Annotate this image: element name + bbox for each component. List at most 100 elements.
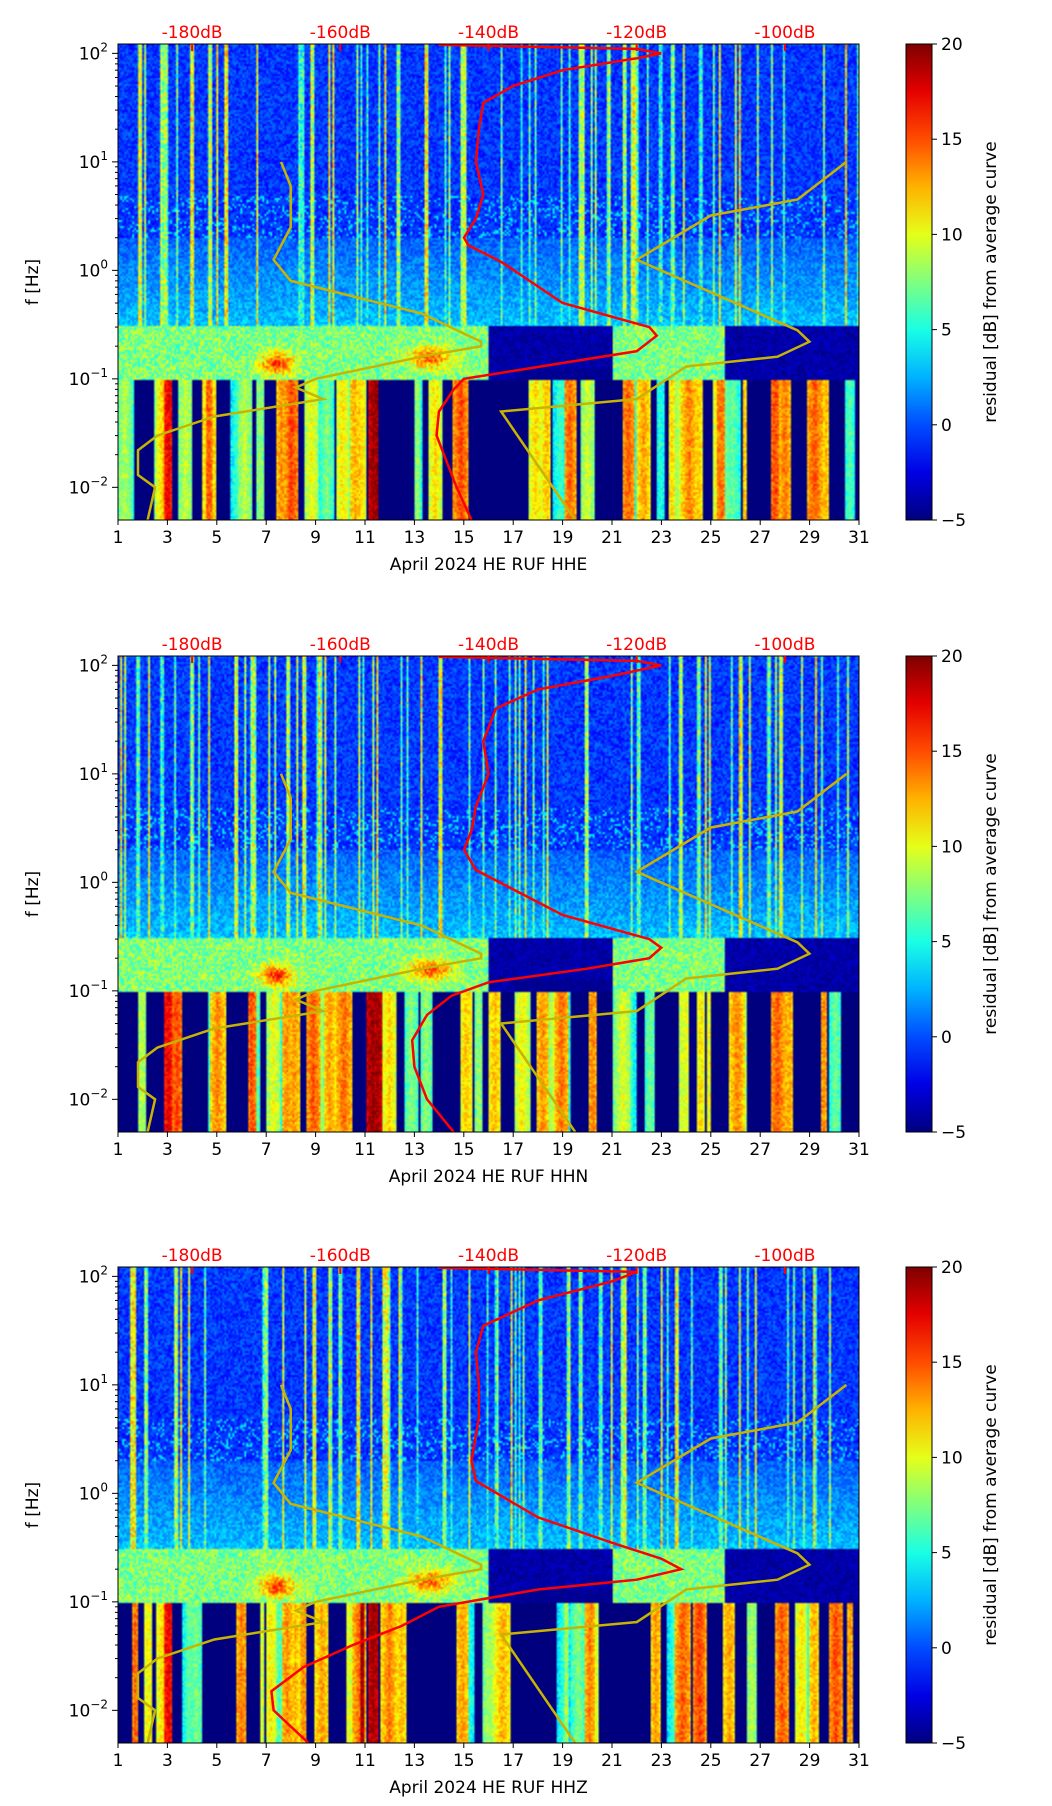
y-tick-label: 100: [79, 257, 108, 281]
x-tick-label: 11: [354, 1140, 376, 1160]
top-db-tick-label: -180dB: [162, 1246, 223, 1266]
x-tick-label: 3: [162, 528, 173, 548]
top-db-tick-label: -100dB: [754, 23, 815, 43]
colorbar-tick-label: 0: [941, 416, 952, 436]
colorbar: [905, 655, 933, 1133]
high-noise-model-curve: [498, 160, 848, 520]
x-tick-label: 9: [310, 1140, 321, 1160]
x-tick-label: 1: [113, 528, 124, 548]
x-tick-label: 7: [261, 1751, 272, 1771]
x-tick-label: 9: [310, 1751, 321, 1771]
y-tick-label: 100: [79, 869, 108, 893]
colorbar-tick-label: −5: [941, 511, 966, 531]
x-tick-label: 19: [552, 1140, 574, 1160]
low-noise-model-curve: [136, 1384, 483, 1743]
x-tick-label: 9: [310, 528, 321, 548]
colorbar-tick-label: 5: [941, 321, 952, 341]
y-tick-exponent: −1: [90, 978, 108, 992]
x-tick-label: 31: [848, 1751, 870, 1771]
x-tick-label: 1: [113, 1140, 124, 1160]
x-tick-label: 11: [354, 1751, 376, 1771]
top-db-tick-label: -120dB: [606, 23, 667, 43]
y-tick-exponent: −1: [90, 1589, 108, 1603]
y-tick-label: 101: [79, 761, 108, 785]
panel-hhn: 1 3 5 7 9 11 13 15 17 19 21 23 25 27 29 31 April 2024 HE…: [0, 635, 1052, 1256]
x-tick-label: 21: [601, 1140, 623, 1160]
top-db-tick-label: -140dB: [458, 635, 519, 655]
colorbar-tick-label: 20: [941, 1258, 963, 1278]
y-tick-exponent: 1: [100, 149, 108, 163]
colorbar-tick-label: 15: [941, 130, 963, 150]
x-tick-label: 17: [502, 1140, 524, 1160]
x-tick-label: 5: [211, 1140, 222, 1160]
y-tick-exponent: 0: [100, 1480, 108, 1494]
colorbar-tick-label: 10: [941, 837, 963, 857]
x-tick-label: 23: [651, 1751, 673, 1771]
x-tick-label: 1: [113, 1751, 124, 1771]
x-tick-label: 25: [700, 528, 722, 548]
x-tick-label: 25: [700, 1140, 722, 1160]
x-tick-label: 17: [502, 528, 524, 548]
y-tick-label: 10−1: [69, 978, 108, 1002]
colorbar-tick-label: 5: [941, 933, 952, 953]
x-axis-label: April 2024 HE RUF HHN: [389, 1167, 589, 1187]
top-db-tick-label: -100dB: [754, 635, 815, 655]
y-tick-label: 102: [79, 1263, 108, 1287]
average-curve: [270, 1267, 685, 1743]
colorbar-tick-label: 15: [941, 742, 963, 762]
x-tick-label: 13: [404, 1140, 426, 1160]
y-tick-exponent: 2: [100, 1263, 108, 1277]
plot-frame: [117, 43, 860, 521]
x-axis-label: April 2024 HE RUF HHE: [390, 555, 588, 575]
y-tick-label: 101: [79, 1372, 108, 1396]
x-tick-label: 5: [211, 528, 222, 548]
y-tick-label: 10−1: [69, 366, 108, 390]
y-tick-label: 102: [79, 40, 108, 64]
y-tick-label: 102: [79, 652, 108, 676]
high-noise-model-curve: [498, 772, 848, 1132]
x-tick-label: 19: [552, 528, 574, 548]
colorbar-tick-label: 20: [941, 647, 963, 667]
spectrogram-heatmap: [118, 656, 859, 1132]
spectrogram-heatmap: [118, 44, 859, 520]
x-tick-label: 23: [651, 528, 673, 548]
y-tick-label: 100: [79, 1480, 108, 1504]
y-tick-exponent: 1: [100, 761, 108, 775]
colorbar-tick-label: 20: [941, 35, 963, 55]
x-tick-label: 3: [162, 1751, 173, 1771]
plot-frame: [117, 1266, 860, 1744]
x-tick-label: 3: [162, 1140, 173, 1160]
y-tick-exponent: 2: [100, 652, 108, 666]
x-tick-label: 27: [749, 1751, 771, 1771]
panel-hhe: 1 3 5 7 9 11 13 15 17 19 21 23 25 27 29 31 April 2024 HE…: [0, 23, 1052, 644]
low-noise-model-curve: [136, 773, 483, 1132]
x-tick-label: 27: [749, 1140, 771, 1160]
high-noise-model-curve: [498, 1383, 848, 1743]
average-curve: [410, 656, 664, 1132]
y-tick-label: 10−1: [69, 1589, 108, 1613]
colorbar-label: residual [dB] from average curve: [981, 141, 1001, 422]
x-tick-label: 31: [848, 1140, 870, 1160]
top-db-tick-label: -160dB: [310, 635, 371, 655]
x-tick-label: 13: [404, 1751, 426, 1771]
y-tick-label: 10−2: [69, 1086, 108, 1110]
x-tick-label: 13: [404, 528, 426, 548]
spectrogram-heatmap: [118, 1267, 859, 1743]
x-tick-label: 5: [211, 1751, 222, 1771]
colorbar-tick-label: 5: [941, 1544, 952, 1564]
y-axis-label: f [Hz]: [23, 1482, 43, 1528]
colorbar-tick-label: 10: [941, 225, 963, 245]
y-tick-exponent: −2: [90, 1697, 108, 1711]
colorbar-tick-label: 10: [941, 1448, 963, 1468]
y-tick-exponent: −2: [90, 1086, 108, 1100]
y-tick-label: 10−2: [69, 1697, 108, 1721]
x-tick-label: 7: [261, 528, 272, 548]
x-tick-label: 15: [453, 1751, 475, 1771]
average-curve: [435, 44, 662, 520]
colorbar: [905, 1266, 933, 1744]
x-tick-label: 31: [848, 528, 870, 548]
y-tick-exponent: −1: [90, 366, 108, 380]
